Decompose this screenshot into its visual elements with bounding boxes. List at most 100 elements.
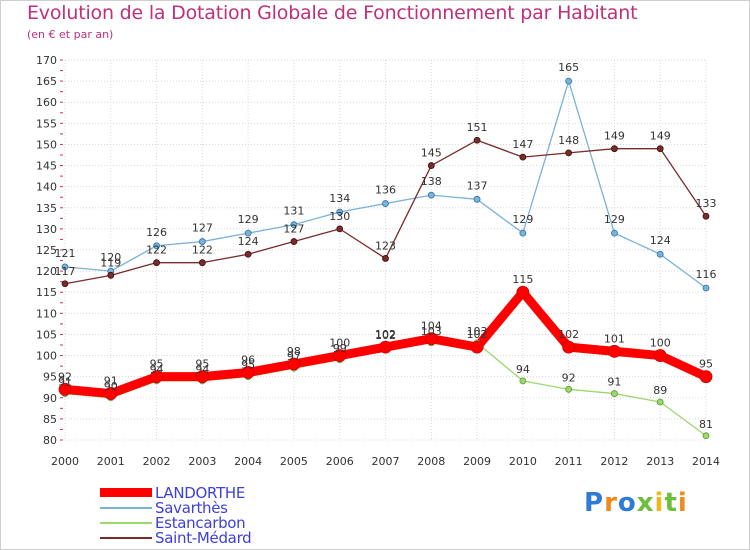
x-tick-label: 2013 — [646, 455, 674, 468]
legend-swatch — [100, 507, 152, 509]
logo-letter: t — [664, 488, 678, 518]
data-label: 98 — [287, 345, 301, 358]
data-label: 89 — [653, 384, 667, 397]
y-tick-label: 80 — [43, 434, 57, 447]
y-tick-label: 100 — [36, 350, 57, 363]
data-label: 94 — [516, 363, 530, 376]
data-point — [61, 263, 69, 271]
y-tick-label: 95 — [43, 371, 57, 384]
data-point — [379, 340, 392, 354]
y-tick-label: 105 — [36, 328, 57, 341]
data-label: 91 — [104, 375, 118, 388]
data-label: 127 — [192, 222, 213, 235]
logo-letter: P — [584, 488, 605, 518]
chart-subtitle: (en € et par an) — [27, 28, 114, 41]
data-point — [150, 370, 163, 384]
data-point — [702, 212, 710, 220]
legend-swatch — [100, 522, 152, 524]
data-label: 102 — [375, 328, 396, 341]
y-tick-label: 130 — [36, 223, 57, 236]
data-label: 148 — [558, 134, 579, 147]
data-point — [424, 332, 438, 346]
data-point — [611, 145, 618, 153]
proxiti-logo: Proxiti — [584, 488, 688, 518]
data-point — [656, 398, 664, 406]
x-tick-label: 2004 — [234, 455, 262, 468]
data-point — [656, 145, 664, 153]
data-point — [153, 242, 160, 250]
y-tick-label: 135 — [36, 202, 57, 215]
data-label: 90 — [104, 380, 118, 393]
data-label: 145 — [421, 147, 442, 160]
data-label: 99 — [333, 342, 347, 355]
data-label: 124 — [650, 234, 671, 247]
y-tick-label: 115 — [36, 286, 57, 299]
data-point — [336, 208, 344, 216]
data-point — [290, 238, 298, 245]
data-label: 149 — [650, 130, 671, 143]
data-label: 133 — [696, 197, 717, 210]
data-label: 138 — [421, 175, 442, 188]
data-label: 101 — [604, 332, 625, 345]
data-label: 126 — [146, 226, 167, 239]
data-point — [241, 366, 255, 379]
data-label: 81 — [699, 418, 713, 431]
logo-letter: i — [654, 488, 665, 518]
data-label: 100 — [329, 337, 350, 350]
data-point — [519, 153, 527, 161]
data-point — [244, 229, 252, 237]
data-point — [61, 280, 69, 288]
data-point — [611, 229, 618, 237]
data-point — [653, 349, 667, 362]
data-point — [287, 357, 301, 371]
x-tick-label: 2014 — [692, 455, 720, 468]
data-point — [104, 387, 118, 400]
chart-title: Evolution de la Dotation Globale de Fonc… — [27, 2, 638, 24]
data-label: 94 — [150, 363, 164, 376]
data-label: 103 — [421, 325, 442, 338]
legend-swatch — [100, 488, 152, 497]
data-point — [336, 225, 344, 233]
x-tick-label: 2001 — [97, 455, 125, 468]
data-label: 122 — [146, 244, 167, 257]
y-tick-label: 110 — [36, 307, 57, 320]
y-tick-label: 140 — [36, 181, 57, 194]
y-tick-label: 165 — [36, 75, 57, 88]
x-tick-label: 2007 — [372, 455, 400, 468]
y-tick-label: 125 — [36, 244, 57, 257]
data-label: 102 — [467, 328, 488, 341]
data-label: 102 — [558, 328, 579, 341]
data-label: 102 — [375, 329, 396, 342]
data-label: 92 — [58, 370, 72, 383]
series-line-Saint-Médard — [64, 139, 707, 285]
data-label: 95 — [150, 358, 164, 371]
legend-label: LANDORTHE — [155, 484, 246, 502]
data-label: 151 — [467, 121, 488, 134]
data-label: 95 — [241, 359, 255, 372]
legend-label: Estancarbon — [155, 514, 246, 532]
data-point — [562, 340, 576, 354]
x-tick-label: 2003 — [188, 455, 216, 468]
x-tick-label: 2006 — [326, 455, 354, 468]
x-tick-label: 2008 — [417, 455, 445, 468]
data-label: 117 — [55, 265, 76, 278]
data-label: 92 — [562, 371, 576, 384]
data-label: 134 — [329, 192, 350, 205]
data-point — [427, 162, 435, 169]
data-point — [107, 271, 115, 279]
data-label: 103 — [467, 325, 488, 338]
data-point — [565, 149, 573, 157]
data-point — [198, 238, 206, 245]
data-label: 149 — [604, 130, 625, 143]
x-tick-label: 2005 — [280, 455, 308, 468]
data-point — [565, 385, 573, 393]
y-tick-label: 85 — [43, 413, 57, 426]
data-label: 96 — [241, 353, 255, 366]
data-label: 129 — [238, 213, 259, 226]
y-tick-label: 170 — [36, 54, 57, 67]
logo-letter: i — [677, 488, 688, 518]
legend-label: Saint-Médard — [155, 529, 252, 547]
x-tick-label: 2000 — [51, 455, 79, 468]
x-tick-label: 2009 — [463, 455, 491, 468]
